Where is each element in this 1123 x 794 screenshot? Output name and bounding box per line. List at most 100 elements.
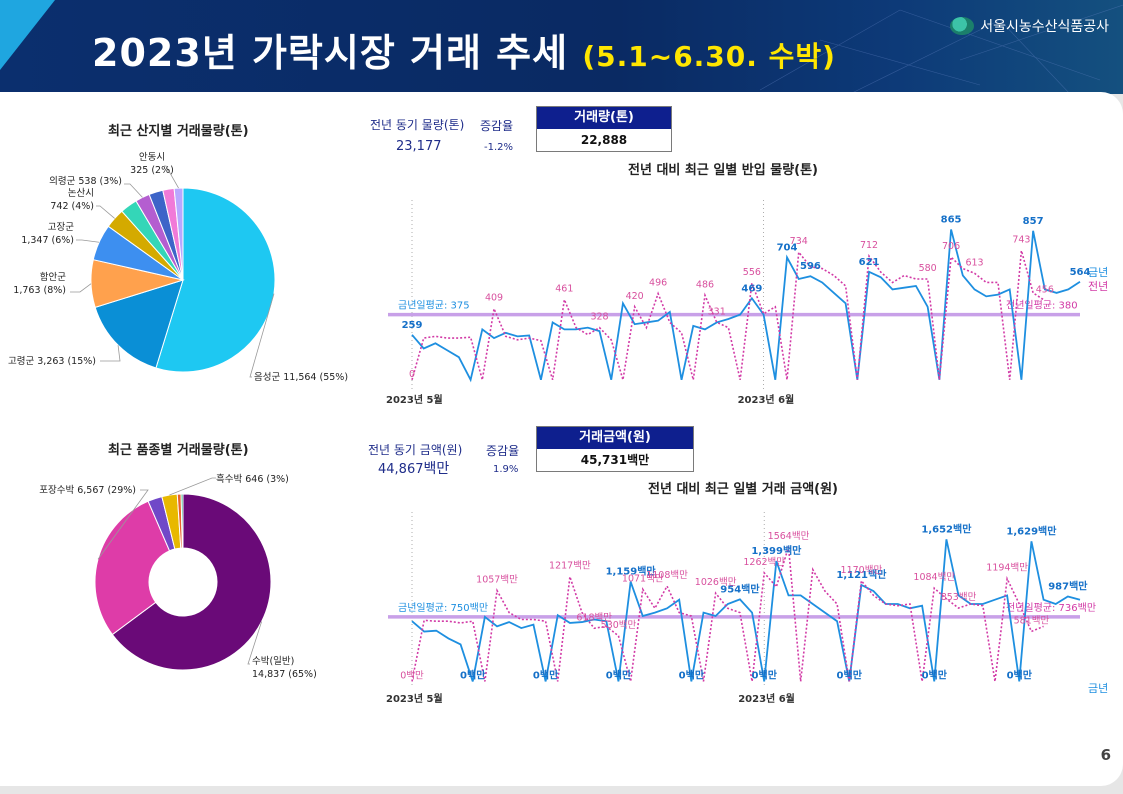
data-point-label: 743 (1012, 235, 1030, 246)
data-point-label: 1026백만 (695, 577, 737, 588)
pie-slice (111, 493, 272, 671)
data-point-label: 580 (919, 263, 937, 274)
data-point-label: 0백만 (533, 668, 559, 681)
data-point-label: 0백만 (1007, 668, 1033, 681)
pie-variety-chart: 수박(일반) 14,837 (65%) 포장수박 6,567 (29%) 흑수박 64… (39, 473, 317, 680)
header-network-decoration (759, 4, 1123, 94)
pie-slice-label: 1,763 (8%) (13, 285, 66, 296)
average-label: 금년일평균: 750백만 (398, 602, 488, 614)
data-point-label: 1262백만 (743, 557, 785, 568)
pie-variety-title: 최근 품종별 거래물량(톤) (108, 443, 249, 458)
x-tick-label: 2023년 6월 (738, 393, 795, 406)
amount-change-label: 증감율 (486, 444, 520, 458)
page-title-main: 2023년 가락시장 거래 추세 (92, 31, 569, 75)
series-line-last-year (411, 250, 1046, 381)
amount-kpi-value-wrap: 45,731백만 (537, 449, 693, 471)
data-point-label: 1217백만 (549, 561, 591, 572)
data-point-label: 0백만 (837, 668, 863, 681)
data-point-label: 1,399백만 (751, 544, 802, 557)
data-point-label: 0백만 (400, 670, 424, 681)
data-point-label: 0백만 (460, 668, 486, 681)
data-point-label: 0백만 (606, 668, 632, 681)
org-logo-icon (950, 17, 975, 35)
volume-change-value: -1.2% (484, 142, 514, 153)
data-point-label: 734 (790, 236, 808, 247)
pie-slice-label: 함안군 (40, 272, 66, 283)
data-point-label: 857 (1023, 216, 1044, 227)
data-point-label: 581백만 (1014, 615, 1050, 626)
amount-kpi-value: 45,731 (580, 453, 628, 467)
average-prev-label: 전년일평균: 736백만 (1006, 602, 1096, 614)
data-point-label: 331 (708, 306, 726, 317)
data-point-label: 0백만 (752, 668, 778, 681)
header-banner: 2023년 가락시장 거래 추세 (5.1~6.30. 수박) 서울시농수산식품… (0, 0, 1123, 94)
data-point-label: 469 (741, 283, 762, 294)
prev-amount: 44,867백만 (378, 458, 449, 478)
data-point-label: 954백만 (720, 582, 760, 595)
data-point-label: 712 (860, 240, 878, 251)
series-line-this-year (411, 539, 1081, 682)
series-line-this-year (411, 229, 1081, 383)
data-point-label: 456 (1036, 285, 1054, 296)
data-point-label: 1,121백만 (836, 568, 887, 581)
prev-volume-label: 전년 동기 물량(톤) (370, 118, 465, 132)
line-volume-title: 전년 대비 최근 일별 반입 물량(톤) (628, 163, 818, 178)
pie-leader-line (249, 293, 275, 378)
data-point-label: 0백만 (679, 668, 705, 681)
data-point-label: 564 (1070, 267, 1091, 278)
data-point-label: 486 (696, 279, 714, 290)
pie-leader-line (70, 283, 92, 293)
pie-slice-label: 수박(일반) (252, 656, 294, 667)
org-name: 서울시농수산식품공사 (980, 19, 1109, 35)
pie-region-title: 최근 산지별 거래물량(톤) (108, 124, 249, 139)
pie-slice-label: 325 (2%) (130, 165, 174, 176)
line-amount-title: 전년 대비 최근 일별 거래 금액(원) (648, 482, 838, 497)
data-point-label: 0 (409, 369, 415, 380)
volume-kpi-value: 22,888 (580, 133, 628, 147)
pie-slice-label: 742 (4%) (50, 201, 94, 212)
prev-amount-unit: 백만 (423, 461, 450, 477)
data-point-label: 556 (743, 267, 761, 278)
org-logo: 서울시농수산식품공사 (950, 16, 1109, 36)
pie-slice-label: 음성군 11,564 (55%) (254, 372, 348, 383)
pie-slice-label: 고장군 (48, 222, 74, 233)
prev-volume-value: 23,177 (396, 139, 442, 154)
data-point-label: 613 (965, 257, 983, 268)
data-point-label: 1170백만 (841, 565, 883, 576)
pie-slice-label: 의령군 538 (3%) (49, 175, 122, 187)
prev-amount-label: 전년 동기 금액(원) (368, 443, 463, 457)
amount-change-value: 1.9% (493, 464, 519, 475)
data-point-label: 1057백만 (476, 575, 518, 586)
data-point-label: 1108백만 (646, 570, 688, 581)
volume-kpi-box: 거래량(톤) 22,888 (536, 106, 672, 152)
data-point-label: 987백만 (1048, 580, 1088, 593)
data-point-label: 1,629백만 (1006, 524, 1057, 537)
series-legend-label: 전년 (1088, 280, 1108, 293)
page-title-period: (5.1~6.30. 수박) (582, 40, 836, 73)
pie-leader-line (96, 205, 115, 219)
x-tick-label: 2023년 5월 (386, 692, 443, 705)
pie-slice (180, 493, 184, 549)
data-point-label: 496 (649, 278, 667, 289)
amount-kpi-label: 거래금액(원) (537, 427, 693, 449)
series-legend-label: 금년 (1088, 266, 1108, 279)
series-line-last-year (411, 546, 1044, 682)
pie-leader-line (97, 489, 149, 560)
content-panel: 최근 산지별 거래물량(톤) 음성군 11,564 (55%) 고령군 3,263… (0, 92, 1123, 786)
average-label: 금년일평균: 375 (398, 300, 470, 312)
pie-slice (94, 279, 184, 369)
average-prev-label: 전년일평균: 380 (1006, 300, 1078, 312)
pie-slice-label: 고령군 3,263 (15%) (8, 355, 96, 367)
pie-leader-line (100, 345, 121, 362)
volume-change-label: 증감율 (480, 119, 514, 133)
prev-amount-value: 44,867 (378, 462, 424, 477)
pie-leader-line (169, 477, 216, 496)
data-point-label: 596 (800, 261, 821, 272)
data-point-label: 409 (485, 293, 503, 304)
data-point-label: 865 (941, 214, 962, 225)
page-number: 6 (1100, 746, 1111, 764)
pie-slice-label: 안동시 (139, 152, 165, 163)
data-point-label: 1564백만 (768, 531, 810, 542)
data-point-label: 704 (777, 242, 798, 253)
data-point-label: 259 (402, 320, 423, 331)
